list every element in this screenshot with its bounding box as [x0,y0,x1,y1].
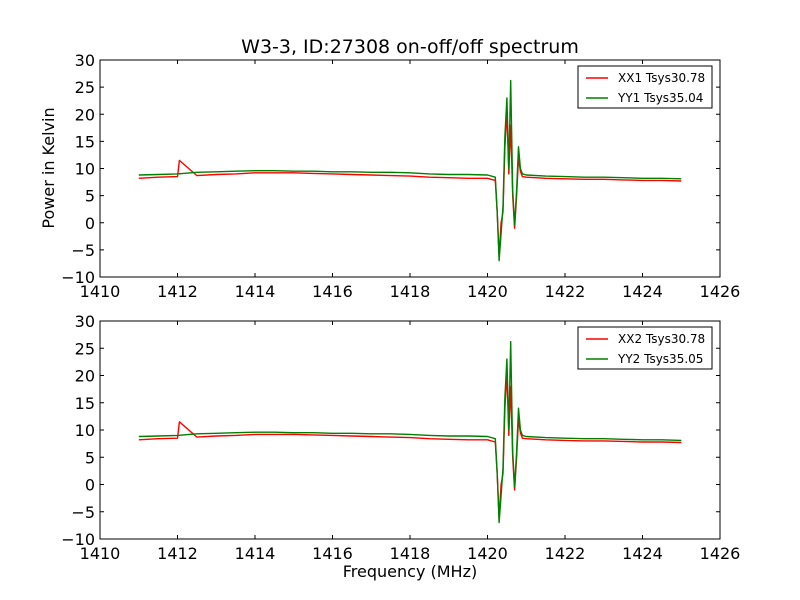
subplot-2: 1410 1412 1414 1416 1418 1420 1422 1424 1426 −10 −… [61,312,740,563]
y-tick-label: 5 [85,187,95,206]
y-tick-label: 30 [75,312,95,331]
x-tick-label: 1412 [157,544,198,563]
legend-entry-label: YY1 Tsys35.04 [617,91,703,105]
y-tick-label: −5 [71,241,95,260]
x-tick-label: 1410 [80,544,121,563]
y-tick-label: 25 [75,339,95,358]
y-tick-label: 0 [85,214,95,233]
legend-entry-label: XX1 Tsys30.78 [618,71,705,85]
y-tick-label: −5 [71,503,95,522]
x-tick-label: 1414 [235,544,276,563]
series-line-1-2 [138,79,682,262]
legend-entry-label: YY2 Tsys35.05 [617,352,703,366]
y-tick-label: −10 [61,530,95,549]
series-line-2-2 [138,341,682,524]
y-tick-label: −10 [61,268,95,287]
x-tick-label: 1422 [545,282,586,301]
x-tick-label: 1420 [467,544,508,563]
y-tick-label: 15 [75,394,95,413]
legend-entry-label: XX2 Tsys30.78 [618,332,705,346]
x-tick-label: 1422 [545,544,586,563]
legend-box [577,326,713,370]
x-tick-label: 1418 [390,282,431,301]
y-tick-label: 25 [75,78,95,97]
legend-box [577,65,713,109]
x-tick-label: 1420 [467,282,508,301]
x-tick-label: 1424 [622,282,663,301]
x-tick-label: 1416 [312,282,353,301]
y-tick-label: 5 [85,448,95,467]
y-tick-label: 15 [75,132,95,151]
figure-title: W3-3, ID:27308 on-off/off spectrum [241,36,579,58]
y-tick-label: 20 [75,367,95,386]
x-axis-label: Frequency (MHz) [343,562,477,581]
plots-group: 1410 1412 1414 1416 1418 1420 1422 1424 1426 −10 −… [61,51,740,563]
y-axis-label: Power in Kelvin [39,107,58,228]
x-tick-label: 1416 [312,544,353,563]
y-tick-label: 10 [75,421,95,440]
x-tick-label: 1414 [235,282,276,301]
x-tick-label: 1412 [157,282,198,301]
legend-1: XX1 Tsys30.78 YY1 Tsys35.04 [577,65,713,109]
x-tick-label: 1410 [80,282,121,301]
subplot-1: 1410 1412 1414 1416 1418 1420 1422 1424 1426 −10 −… [61,51,740,301]
legend-2: XX2 Tsys30.78 YY2 Tsys35.05 [577,326,713,370]
x-tick-label: 1426 [700,282,741,301]
x-tick-label: 1426 [700,544,741,563]
x-tick-label: 1418 [390,544,431,563]
y-tick-label: 30 [75,51,95,70]
y-tick-label: 20 [75,105,95,124]
y-tick-label: 0 [85,476,95,495]
y-tick-label: 10 [75,160,95,179]
x-tick-label: 1424 [622,544,663,563]
